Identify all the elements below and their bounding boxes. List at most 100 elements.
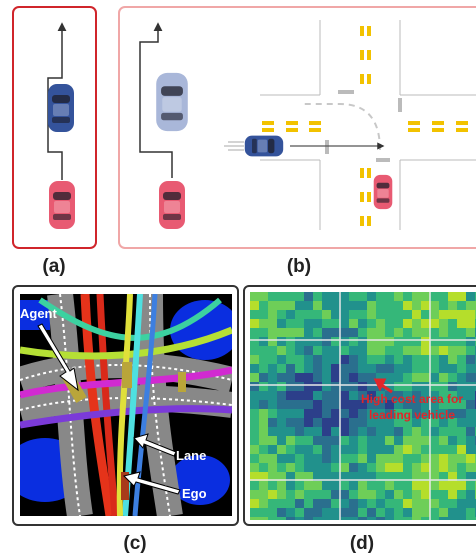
heatmap-cell <box>250 337 259 346</box>
heatmap-cell <box>331 499 340 508</box>
heatmap-cell <box>313 364 322 373</box>
heatmap-cell <box>376 355 385 364</box>
heatmap-cell <box>358 355 367 364</box>
heatmap-cell <box>367 427 376 436</box>
heatmap-cell <box>421 292 430 301</box>
heatmap-cell <box>412 454 421 463</box>
heatmap-cell <box>412 382 421 391</box>
heatmap-cell <box>268 490 277 499</box>
heatmap-cell <box>340 445 349 454</box>
heatmap-cell <box>403 382 412 391</box>
heatmap-cell <box>448 337 457 346</box>
heatmap-cell <box>313 454 322 463</box>
heatmap-cell <box>295 310 304 319</box>
heatmap-cell <box>448 382 457 391</box>
heatmap-cell <box>385 301 394 310</box>
heatmap-cell <box>358 310 367 319</box>
heatmap-cell <box>358 463 367 472</box>
heatmap-cell <box>412 292 421 301</box>
heatmap-cell <box>286 355 295 364</box>
heatmap-cell <box>286 499 295 508</box>
heatmap-cell <box>277 355 286 364</box>
heatmap-cell <box>349 328 358 337</box>
heatmap-cell <box>304 364 313 373</box>
heatmap-cell <box>376 463 385 472</box>
heatmap-cell <box>394 292 403 301</box>
heatmap-cell <box>259 490 268 499</box>
heatmap-cell <box>277 337 286 346</box>
heatmap-cell <box>421 355 430 364</box>
heatmap-cell <box>367 328 376 337</box>
heatmap-cell <box>403 292 412 301</box>
heatmap-cell <box>268 346 277 355</box>
heatmap-cell <box>259 355 268 364</box>
heatmap-cell <box>466 292 475 301</box>
heatmap-cell <box>331 310 340 319</box>
heatmap-cell <box>412 310 421 319</box>
heatmap-cell <box>394 508 403 517</box>
heatmap-cell <box>430 481 439 490</box>
heatmap-cell <box>277 391 286 400</box>
heatmap-cell <box>322 481 331 490</box>
heatmap-cell <box>394 355 403 364</box>
heatmap-cell <box>367 499 376 508</box>
heatmap-cell <box>268 445 277 454</box>
heatmap-cell <box>277 364 286 373</box>
heatmap-cell <box>358 382 367 391</box>
heatmap-cell <box>322 364 331 373</box>
heatmap-cell <box>331 427 340 436</box>
heatmap-cell <box>448 364 457 373</box>
heatmap-cell <box>448 481 457 490</box>
heatmap-cell <box>457 436 466 445</box>
heatmap-cell <box>259 409 268 418</box>
heatmap-cell <box>313 301 322 310</box>
heatmap-cell <box>466 337 475 346</box>
heatmap-cell <box>277 373 286 382</box>
heatmap-cell <box>349 409 358 418</box>
heatmap-cell <box>421 463 430 472</box>
heatmap-cell <box>304 463 313 472</box>
heatmap-cell <box>340 427 349 436</box>
heatmap-cell <box>295 391 304 400</box>
heatmap-cell <box>430 319 439 328</box>
heatmap-cell <box>340 355 349 364</box>
heatmap-cell <box>421 382 430 391</box>
heatmap-cell <box>322 292 331 301</box>
heatmap-cell <box>439 436 448 445</box>
heatmap-cell <box>286 337 295 346</box>
heatmap-cell <box>466 319 475 328</box>
heatmap-cell <box>421 490 430 499</box>
heatmap-cell <box>331 301 340 310</box>
heatmap-cell <box>376 310 385 319</box>
heatmap-cell <box>367 301 376 310</box>
heatmap-cell <box>367 364 376 373</box>
heatmap-cell <box>466 454 475 463</box>
heatmap-cell <box>322 427 331 436</box>
heatmap-cell <box>304 481 313 490</box>
heatmap-cell <box>394 481 403 490</box>
heatmap-cell <box>259 391 268 400</box>
heatmap-cell <box>340 310 349 319</box>
heatmap-cell <box>322 355 331 364</box>
heatmap-cell <box>376 490 385 499</box>
heatmap-cell <box>340 508 349 517</box>
heatmap-cell <box>250 454 259 463</box>
heatmap-cell <box>286 292 295 301</box>
heatmap-cell <box>259 418 268 427</box>
heatmap-cell <box>466 508 475 517</box>
heatmap-cell <box>412 508 421 517</box>
heatmap-cell <box>403 301 412 310</box>
annotation: Lane <box>176 448 206 463</box>
heatmap-cell <box>358 319 367 328</box>
heatmap-cell <box>331 454 340 463</box>
heatmap-cell <box>259 400 268 409</box>
heatmap-cell <box>304 418 313 427</box>
heatmap-cell <box>457 382 466 391</box>
heatmap-cell <box>250 409 259 418</box>
heatmap-cell <box>250 391 259 400</box>
heatmap-cell <box>385 337 394 346</box>
heatmap-cell <box>286 508 295 517</box>
heatmap-cell <box>358 427 367 436</box>
heatmap-cell <box>304 508 313 517</box>
heatmap-cell <box>313 310 322 319</box>
